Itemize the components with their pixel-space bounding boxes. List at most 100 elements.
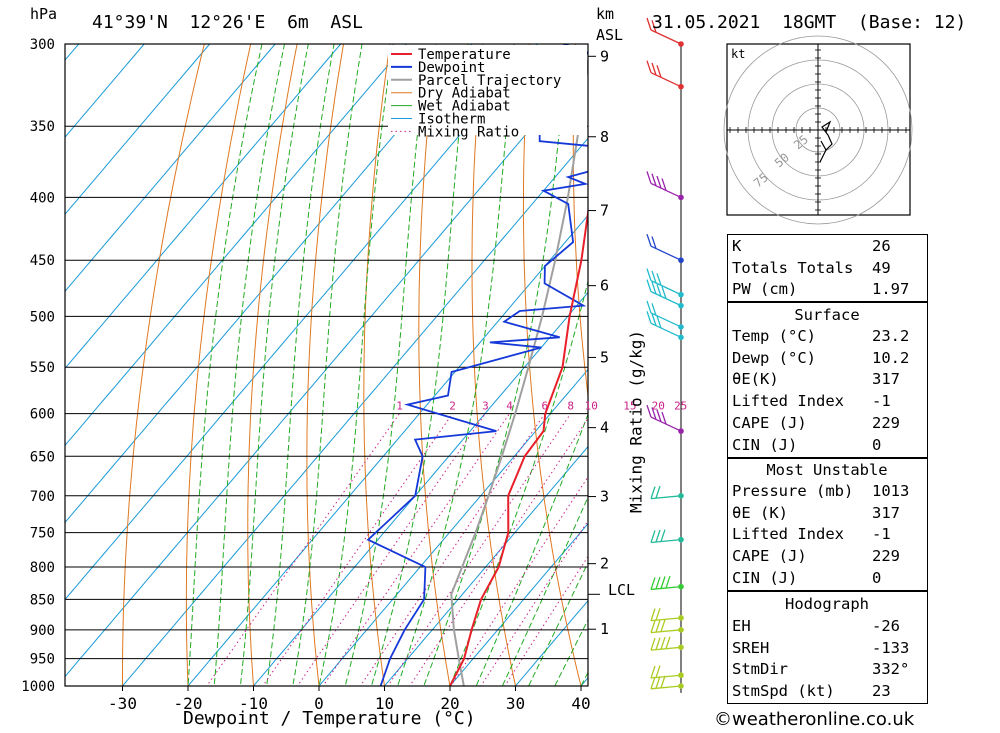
wind-barb: [646, 404, 682, 432]
pressure-tick-label: 750: [30, 526, 55, 542]
pressure-tick-label: 900: [30, 623, 55, 639]
mixing-ratio-label: 20: [652, 400, 665, 413]
pressure-tick-label: 300: [30, 37, 55, 53]
wind-barb: [650, 607, 682, 622]
index-value: -1: [872, 392, 891, 411]
index-label: Temp (°C): [732, 327, 816, 345]
height-tick-label: 7: [600, 202, 609, 220]
wet-adiabat-line: [213, 44, 286, 686]
mixing-ratio-label: 2: [449, 400, 456, 413]
pressure-tick-label: 600: [30, 407, 55, 423]
pressure-tick-label: 950: [30, 652, 55, 668]
mixing-ratio-label: 15: [623, 400, 636, 413]
index-row: EH -26: [727, 617, 927, 638]
wind-barb: [650, 485, 682, 500]
indices-general-box: [727, 234, 928, 302]
height-tick-label: 2: [600, 555, 609, 573]
index-row: StmDir 332°: [727, 660, 927, 681]
index-row: θE(K) 317: [727, 370, 927, 391]
index-row: Totals Totals 49: [727, 259, 927, 280]
index-label: StmSpd (kt): [732, 682, 835, 701]
dry-adiabat-line: [306, 44, 344, 686]
mixing-ratio-label: 10: [585, 400, 598, 413]
pressure-tick-label: 700: [30, 489, 55, 505]
wind-barb: [646, 311, 682, 338]
index-value: 26: [872, 237, 891, 255]
pressure-tick-label: 550: [30, 360, 55, 376]
dry-adiabat-line: [947, 44, 1000, 702]
mixing-ratio-axis-label: Mixing Ratio (g/kg): [626, 329, 646, 514]
pressure-tick-label: 800: [30, 560, 55, 576]
index-value: -1: [872, 525, 891, 544]
isotherm-line: [65, 44, 538, 601]
height-unit-asl-label: ASL: [596, 26, 624, 44]
mixing-ratio-line: [359, 413, 546, 686]
wind-barb: [650, 665, 682, 679]
index-value: 10.2: [872, 348, 910, 367]
dry-adiabat-line: [247, 44, 298, 686]
index-row: K 26: [727, 237, 927, 258]
index-label: PW (cm): [732, 280, 798, 299]
isotherm-line: [318, 368, 588, 686]
index-value: 23: [872, 682, 891, 701]
pressure-tick-label: 650: [30, 449, 55, 465]
index-value: 49: [872, 258, 891, 277]
isotherm-line: [65, 44, 145, 138]
wind-barb: [646, 234, 682, 261]
index-label: Dewp (°C): [732, 348, 816, 367]
lcl-label: LCL: [608, 581, 636, 599]
wet-adiabat-line: [423, 44, 569, 686]
mixing-ratio-label: 1: [396, 400, 403, 413]
index-row: PW (cm) 1.97: [727, 280, 927, 301]
wind-level-dot: [678, 257, 684, 264]
wind-level-dot: [678, 291, 684, 298]
height-tick-label: 6: [600, 277, 609, 295]
isotherm-line: [65, 44, 473, 524]
index-row: θE (K) 317: [727, 504, 927, 525]
index-label: Lifted Index: [732, 392, 844, 411]
copyright-footer[interactable]: ©weatheronline.co.uk: [714, 709, 915, 730]
isotherm-line: [121, 137, 588, 686]
index-value: 1.97: [872, 280, 910, 299]
mixing-ratio-label: 6: [541, 400, 548, 413]
dry-adiabat-line: [418, 44, 451, 686]
indices-surface-box: [727, 302, 928, 458]
isotherm-line: [187, 214, 588, 686]
height-tick-label: 3: [600, 488, 609, 506]
x-tick-label: 0: [314, 694, 324, 713]
mixing-ratio-line: [409, 417, 588, 686]
index-row: CAPE (J) 229: [727, 414, 927, 435]
pressure-tick-label: 500: [30, 309, 55, 325]
hodograph-unit-label: kt: [731, 47, 745, 61]
x-tick-label: -30: [108, 694, 137, 713]
wind-barb: [650, 675, 682, 690]
legend-entry: Mixing Ratio: [418, 124, 519, 140]
x-axis-label: Dewpoint / Temperature (°C): [183, 708, 476, 729]
location-title: 41°39'N 12°26'E 6m ASL: [92, 12, 363, 33]
dry-adiabat-line: [471, 44, 517, 686]
wet-adiabat-line: [344, 44, 429, 686]
index-value: 317: [872, 370, 900, 389]
index-value: 317: [872, 503, 900, 522]
pressure-tick-label: 350: [30, 119, 55, 135]
temperature-line: [448, 205, 588, 686]
isotherm-line: [449, 522, 588, 686]
wet-adiabat-line: [554, 618, 588, 686]
index-label: Lifted Index: [732, 525, 844, 544]
index-label: Pressure (mb): [732, 482, 854, 500]
legend-entry: Dewpoint: [418, 60, 485, 76]
height-tick-label: 8: [600, 128, 609, 146]
wind-barb: [646, 171, 682, 198]
index-row: Lifted Index -1: [727, 525, 927, 546]
pressure-tick-label: 400: [30, 190, 55, 206]
isotherm-line: [65, 44, 407, 447]
index-label: CIN (J): [732, 435, 798, 454]
wet-adiabat-line: [187, 44, 263, 686]
height-tick-label: 9: [600, 47, 609, 65]
legend-entry: Parcel Trajectory: [418, 73, 561, 89]
isotherm-line: [252, 291, 588, 686]
pressure-tick-label: 1000: [21, 679, 55, 695]
index-value: 332°: [872, 660, 910, 679]
indices-hodograph-box: [727, 591, 928, 704]
